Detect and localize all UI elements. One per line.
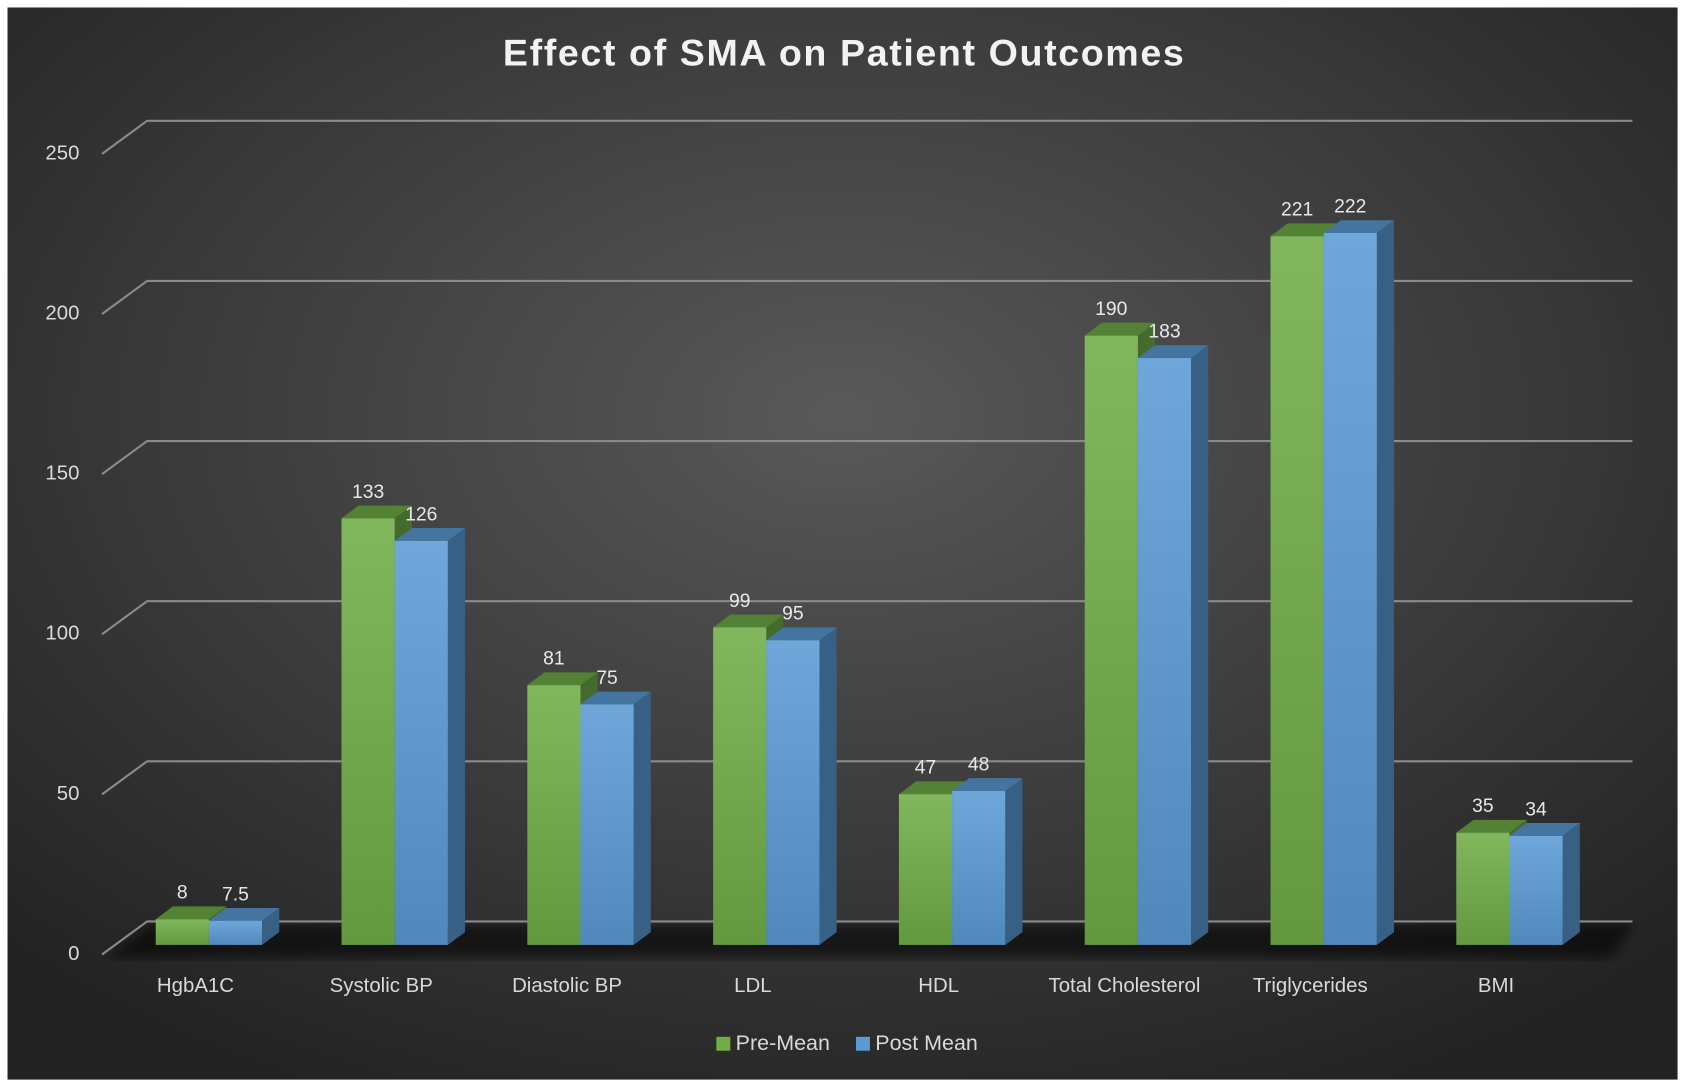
bar-side: [447, 528, 466, 945]
chart-bg: [7, 7, 1678, 1080]
bar-top: [527, 672, 598, 686]
legend: Pre-Mean Post Mean: [716, 1031, 978, 1055]
data-label: 133: [352, 482, 384, 503]
y-tick-label: 0: [68, 943, 79, 965]
bar-shade: [1323, 233, 1377, 945]
bar-top: [580, 691, 651, 705]
chart-title: Effect of SMA on Patient Outcomes: [503, 32, 1185, 74]
bar-top: [1084, 322, 1156, 336]
legend-label: Post Mean: [875, 1031, 978, 1055]
data-label: 8: [177, 883, 188, 904]
bar-top: [1456, 819, 1527, 833]
bar-shade: [766, 640, 820, 945]
bar-shade: [394, 540, 448, 945]
x-tick-label: Diastolic BP: [512, 975, 622, 997]
bar-top: [766, 627, 837, 641]
bar-top: [1323, 220, 1395, 234]
y-tick-label: 100: [45, 623, 79, 645]
bar-top: [155, 906, 227, 920]
bar-side: [1376, 220, 1395, 945]
data-label: 221: [1281, 200, 1313, 221]
x-tick-label: Total Cholesterol: [1049, 975, 1201, 997]
data-label: 7.5: [222, 884, 249, 905]
data-label: 34: [1525, 799, 1547, 820]
grid-line: [101, 119, 1633, 155]
bar-shade: [208, 920, 263, 945]
bar-shade: [527, 685, 581, 945]
bar-shade: [155, 919, 209, 945]
grid-line: [101, 279, 1633, 315]
bar-top: [1137, 345, 1209, 359]
bar-shade: [1509, 835, 1563, 945]
bar-side: [1191, 345, 1209, 945]
data-label: 190: [1095, 299, 1127, 320]
bar-top: [898, 781, 970, 795]
y-tick-label: 50: [57, 783, 80, 805]
y-tick-label: 200: [45, 302, 79, 324]
data-label: 47: [915, 758, 936, 779]
data-label: 183: [1148, 322, 1180, 343]
x-tick-label: HgbA1C: [157, 975, 234, 997]
data-label: 48: [968, 754, 989, 775]
bar-shade: [713, 627, 767, 945]
x-tick-label: HDL: [918, 975, 959, 997]
bar-top: [341, 505, 412, 519]
bar-top: [1270, 223, 1341, 237]
bar-shade: [341, 518, 395, 945]
data-label: 95: [782, 604, 803, 625]
data-label: 75: [596, 668, 617, 689]
bar-top: [713, 614, 784, 628]
bar-top: [208, 908, 280, 921]
bar-shade: [1456, 832, 1510, 945]
bar-shade: [952, 790, 1006, 945]
x-tick-label: Systolic BP: [330, 975, 433, 997]
legend-swatch: [855, 1036, 870, 1051]
bar-top: [952, 778, 1023, 791]
x-tick-label: Triglycerides: [1253, 975, 1368, 997]
bar-side: [633, 691, 651, 945]
y-tick-label: 250: [45, 142, 79, 164]
floor-shadow: [107, 923, 1635, 958]
data-label: 81: [543, 649, 564, 670]
bar-top: [1509, 823, 1580, 836]
bar-shade: [580, 704, 634, 945]
x-tick-label: LDL: [734, 975, 771, 997]
bar-side: [262, 908, 280, 945]
bar-shade: [1137, 358, 1192, 945]
bar-shade: [1084, 335, 1138, 945]
x-tick-label: BMI: [1478, 975, 1514, 997]
bar-side: [1562, 823, 1580, 945]
bar-top: [394, 528, 466, 541]
data-label: 99: [729, 591, 750, 612]
bar-side: [819, 627, 837, 945]
bar-side: [1005, 778, 1023, 945]
bar-shade: [1270, 236, 1324, 945]
bar-shade: [898, 794, 953, 945]
legend-label: Pre-Mean: [736, 1031, 830, 1055]
y-tick-label: 150: [45, 463, 79, 485]
data-label: 35: [1472, 796, 1493, 817]
data-label: 222: [1334, 196, 1366, 217]
data-label: 126: [405, 504, 437, 525]
legend-swatch: [716, 1036, 731, 1051]
